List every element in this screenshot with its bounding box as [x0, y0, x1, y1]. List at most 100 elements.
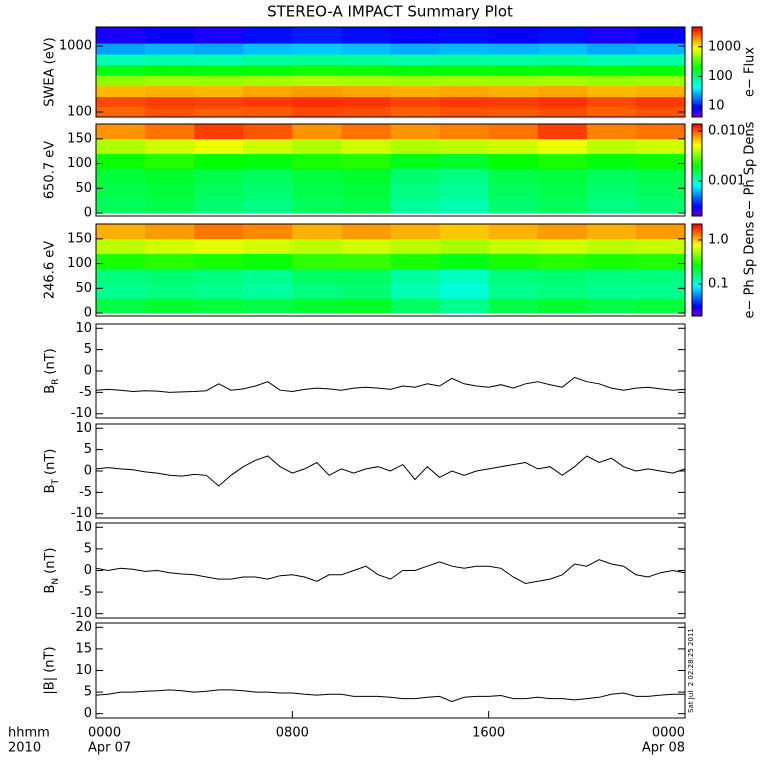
heatmap-cell: [96, 268, 146, 284]
y-tick-label: 100: [67, 156, 92, 171]
colorbar-swatch: [692, 90, 702, 92]
heatmap-cell: [96, 224, 146, 240]
heatmap-cell: [145, 138, 195, 154]
y-tick-label: 15: [75, 641, 92, 656]
heatmap-cell: [488, 224, 539, 240]
heatmap-cell: [439, 298, 489, 314]
heatmap-cell: [243, 138, 293, 154]
heatmap-cell: [292, 198, 342, 214]
heatmap-cell: [96, 85, 146, 98]
y-tick-label: 50: [75, 181, 92, 196]
colorbar-swatch: [692, 247, 702, 250]
y-tick-label: 5: [84, 442, 92, 457]
colorbar-swatch: [692, 231, 702, 234]
heatmap-cell: [145, 54, 195, 66]
heatmap-cell: [243, 224, 293, 240]
y-tick-label: 10: [75, 663, 92, 678]
colorbar-swatch: [692, 31, 702, 34]
heatmap-cell: [96, 138, 146, 154]
heatmap-cell: [194, 283, 244, 299]
colorbar-swatch: [692, 58, 702, 61]
y-tick-label: -5: [79, 385, 92, 400]
heatmap-cell: [292, 138, 342, 154]
heatmap-cell: [390, 168, 440, 184]
colorbar-swatch: [692, 76, 702, 79]
colorbar-swatch: [692, 84, 702, 86]
heatmap-cell: [341, 298, 391, 314]
heatmap-cell: [537, 224, 588, 240]
colorbar-swatch: [692, 276, 702, 279]
colorbar-label: e− Ph Sp Dens: [743, 221, 758, 318]
colorbar-swatch: [692, 212, 702, 215]
heatmap-cell: [390, 54, 440, 66]
y-axis-label: BN (nT): [43, 548, 61, 594]
colorbar-swatch: [692, 97, 702, 100]
heatmap-cell: [292, 238, 342, 254]
plot-frame: [95, 123, 686, 217]
y-tick-label: -10: [71, 406, 92, 421]
y-tick-label: 150: [67, 231, 92, 246]
colorbar-swatch: [692, 150, 702, 153]
colorbar-swatch: [692, 270, 702, 273]
colorbar-swatch: [692, 280, 702, 283]
heatmap-cell: [488, 153, 539, 169]
heatmap-cell: [243, 27, 293, 44]
colorbar-tick-label: 1000: [708, 39, 741, 54]
colorbar-swatch: [692, 140, 702, 143]
heatmap-cell: [243, 253, 293, 269]
heatmap-cell: [439, 153, 489, 169]
colorbar-swatch: [692, 88, 702, 91]
colorbar-swatch: [692, 288, 702, 291]
colorbar-swatch: [692, 72, 702, 74]
y-tick-label: -5: [79, 485, 92, 500]
colorbar-swatch: [692, 250, 702, 253]
colorbar-swatch: [692, 100, 702, 103]
y-tick-label: 0: [84, 464, 92, 479]
heatmap-cell: [439, 283, 489, 299]
y-tick-label: 100: [67, 256, 92, 271]
heatmap-cell: [439, 253, 489, 269]
heatmap-cell: [537, 85, 588, 98]
heatmap-cell: [586, 64, 637, 76]
colorbar-swatch: [692, 27, 702, 29]
heatmap-cell: [439, 138, 489, 154]
heatmap-cell: [145, 168, 195, 184]
heatmap-cell: [488, 138, 539, 154]
heatmap-cell: [341, 253, 391, 269]
heatmap-cell: [96, 168, 146, 184]
colorbar-swatch: [692, 81, 702, 83]
colorbar-swatch: [692, 103, 702, 106]
panel: [95, 376, 686, 393]
heatmap-cell: [194, 106, 244, 118]
heatmap-cell: [537, 138, 588, 154]
colorbar-swatch: [692, 55, 702, 58]
heatmap-cell: [96, 198, 146, 214]
heatmap-cell: [341, 96, 391, 108]
heatmap-cell: [635, 54, 686, 66]
colorbar-swatch: [692, 174, 702, 177]
heatmap-cell: [390, 85, 440, 98]
line: [95, 559, 686, 585]
heatmap-cell: [292, 124, 342, 140]
heatmap-cell: [586, 153, 637, 169]
colorbar-swatch: [692, 282, 702, 285]
y-tick-label: 10: [75, 421, 92, 436]
heatmap-cell: [586, 283, 637, 299]
heatmap-cell: [145, 85, 195, 98]
y-tick-label: 0: [84, 563, 92, 578]
heatmap-cell: [96, 238, 146, 254]
heatmap-cell: [586, 124, 637, 140]
colorbar-swatch: [692, 49, 702, 52]
y-axis-label: SWEA (eV): [43, 37, 58, 106]
heatmap-cell: [537, 43, 588, 55]
colorbar-swatch: [692, 199, 702, 202]
heatmap-cell: [537, 238, 588, 254]
heatmap-cell: [635, 224, 686, 240]
heatmap-cell: [145, 153, 195, 169]
colorbar-label: e− Ph Sp Dens: [743, 121, 758, 218]
heatmap-cell: [194, 54, 244, 66]
colorbar-swatch: [692, 182, 702, 185]
colorbar-swatch: [692, 293, 702, 296]
line: [95, 376, 686, 393]
heatmap-cell: [635, 153, 686, 169]
